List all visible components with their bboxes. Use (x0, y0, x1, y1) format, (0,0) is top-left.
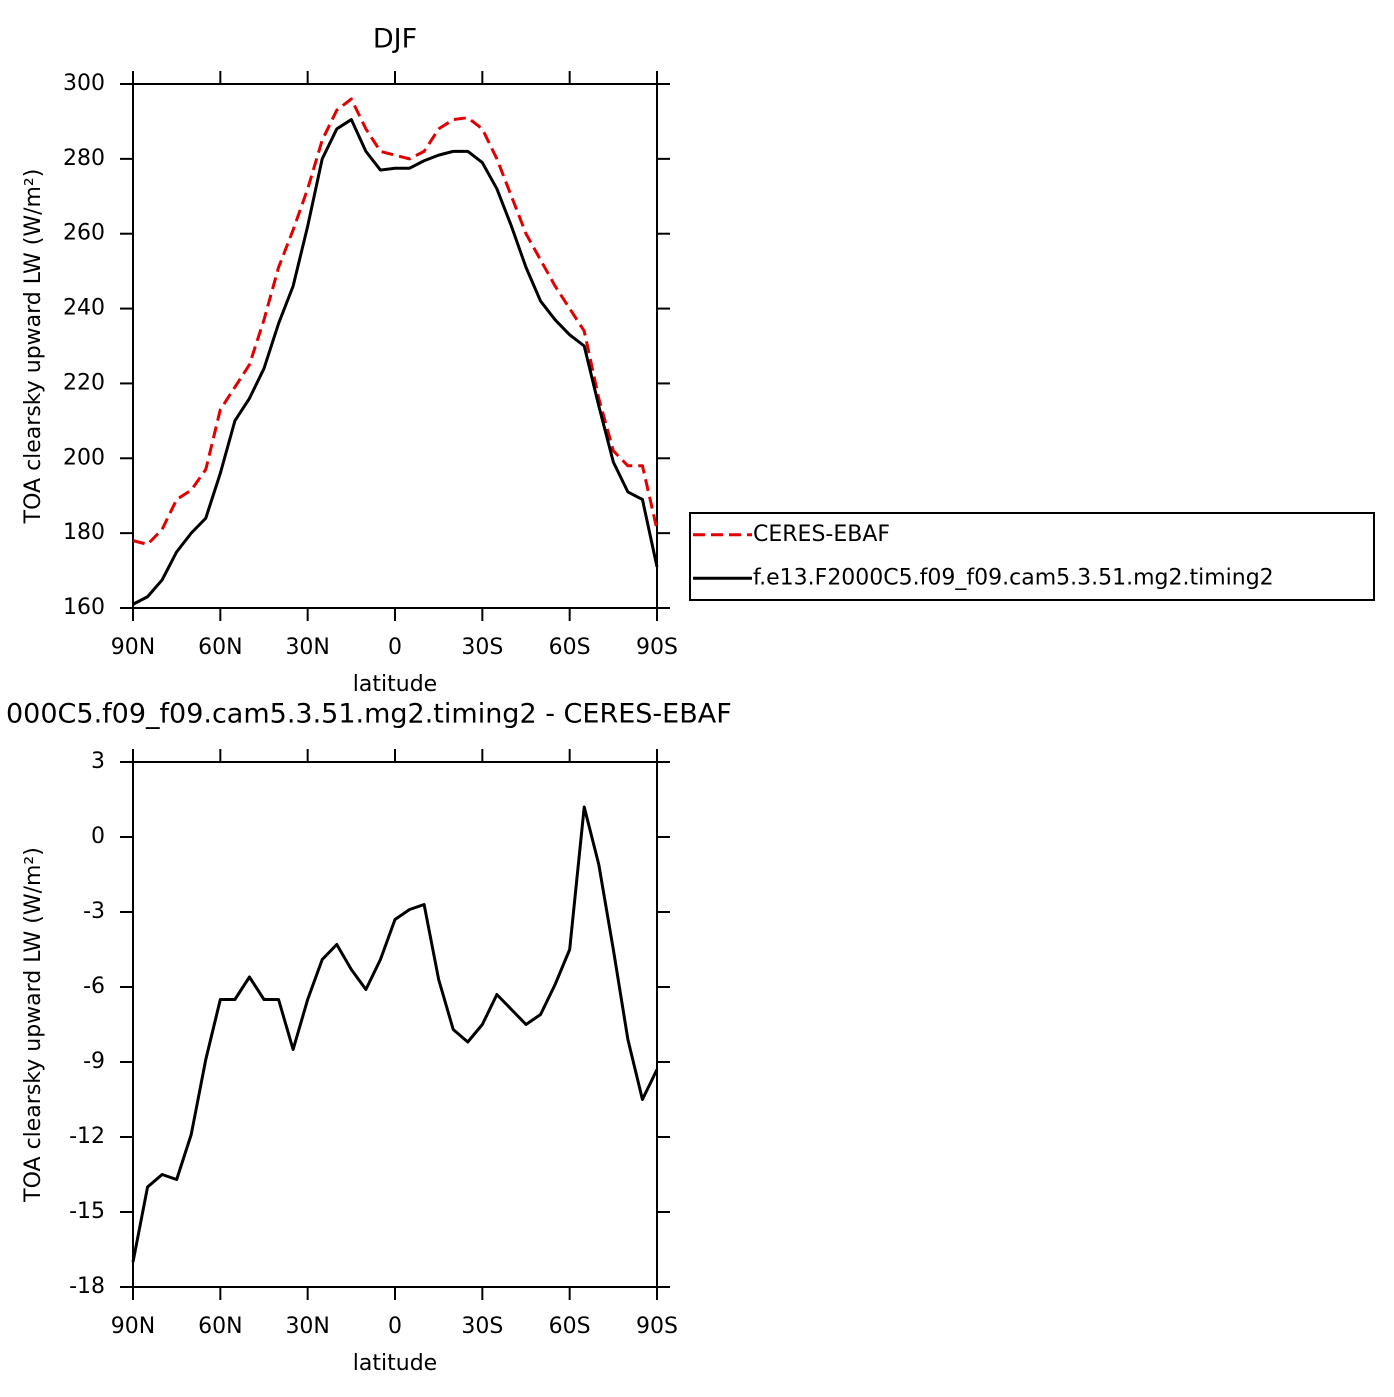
y-tick-label: -3 (83, 899, 105, 924)
x-tick-label: 30S (461, 635, 503, 660)
legend-label: f.e13.F2000C5.f09_f09.cam5.3.51.mg2.timi… (753, 565, 1274, 590)
x-tick-label: 90N (111, 1314, 155, 1339)
x-tick-label: 90S (636, 1314, 678, 1339)
y-axis-label: TOA clearsky upward LW (W/m²) (21, 169, 46, 525)
y-tick-label: 160 (63, 595, 105, 620)
data-line (132, 118, 659, 606)
x-tick-label: 30S (461, 1314, 503, 1339)
y-tick-label: 280 (63, 146, 105, 171)
chart-title: 000C5.f09_f09.cam5.3.51.mg2.timing2 - CE… (6, 699, 732, 730)
y-tick-label: 220 (63, 370, 105, 395)
x-tick-label: 60N (198, 635, 242, 660)
y-tick-label: 240 (63, 296, 105, 321)
y-tick-label: -12 (69, 1124, 105, 1149)
data-line (131, 805, 659, 1263)
y-tick-label: 180 (63, 520, 105, 545)
y-tick-label: 260 (63, 221, 105, 246)
y-tick-label: -6 (83, 974, 105, 999)
x-tick-label: 0 (388, 1314, 402, 1339)
x-tick-label: 30N (285, 1314, 329, 1339)
y-tick-label: 300 (63, 71, 105, 96)
chart-title: DJF (373, 24, 417, 55)
y-tick-label: 3 (91, 749, 105, 774)
y-axis-label: TOA clearsky upward LW (W/m²) (21, 847, 46, 1203)
x-axis-label: latitude (353, 1351, 437, 1376)
x-tick-label: 60S (549, 1314, 591, 1339)
y-tick-label: 0 (91, 824, 105, 849)
x-tick-label: 0 (388, 635, 402, 660)
data-line (132, 97, 659, 546)
y-tick-label: -15 (69, 1199, 105, 1224)
x-axis-label: latitude (353, 672, 437, 697)
y-tick-label: 200 (63, 445, 105, 470)
legend-label: CERES-EBAF (753, 522, 890, 547)
x-tick-label: 60S (549, 635, 591, 660)
plot-frame (132, 761, 658, 1288)
x-tick-label: 30N (285, 635, 329, 660)
y-tick-label: -18 (69, 1274, 105, 1299)
x-tick-label: 90N (111, 635, 155, 660)
x-tick-label: 60N (198, 1314, 242, 1339)
plot-frame (132, 83, 658, 609)
x-tick-label: 90S (636, 635, 678, 660)
y-tick-label: -9 (83, 1049, 105, 1074)
legend-box (689, 512, 1375, 601)
